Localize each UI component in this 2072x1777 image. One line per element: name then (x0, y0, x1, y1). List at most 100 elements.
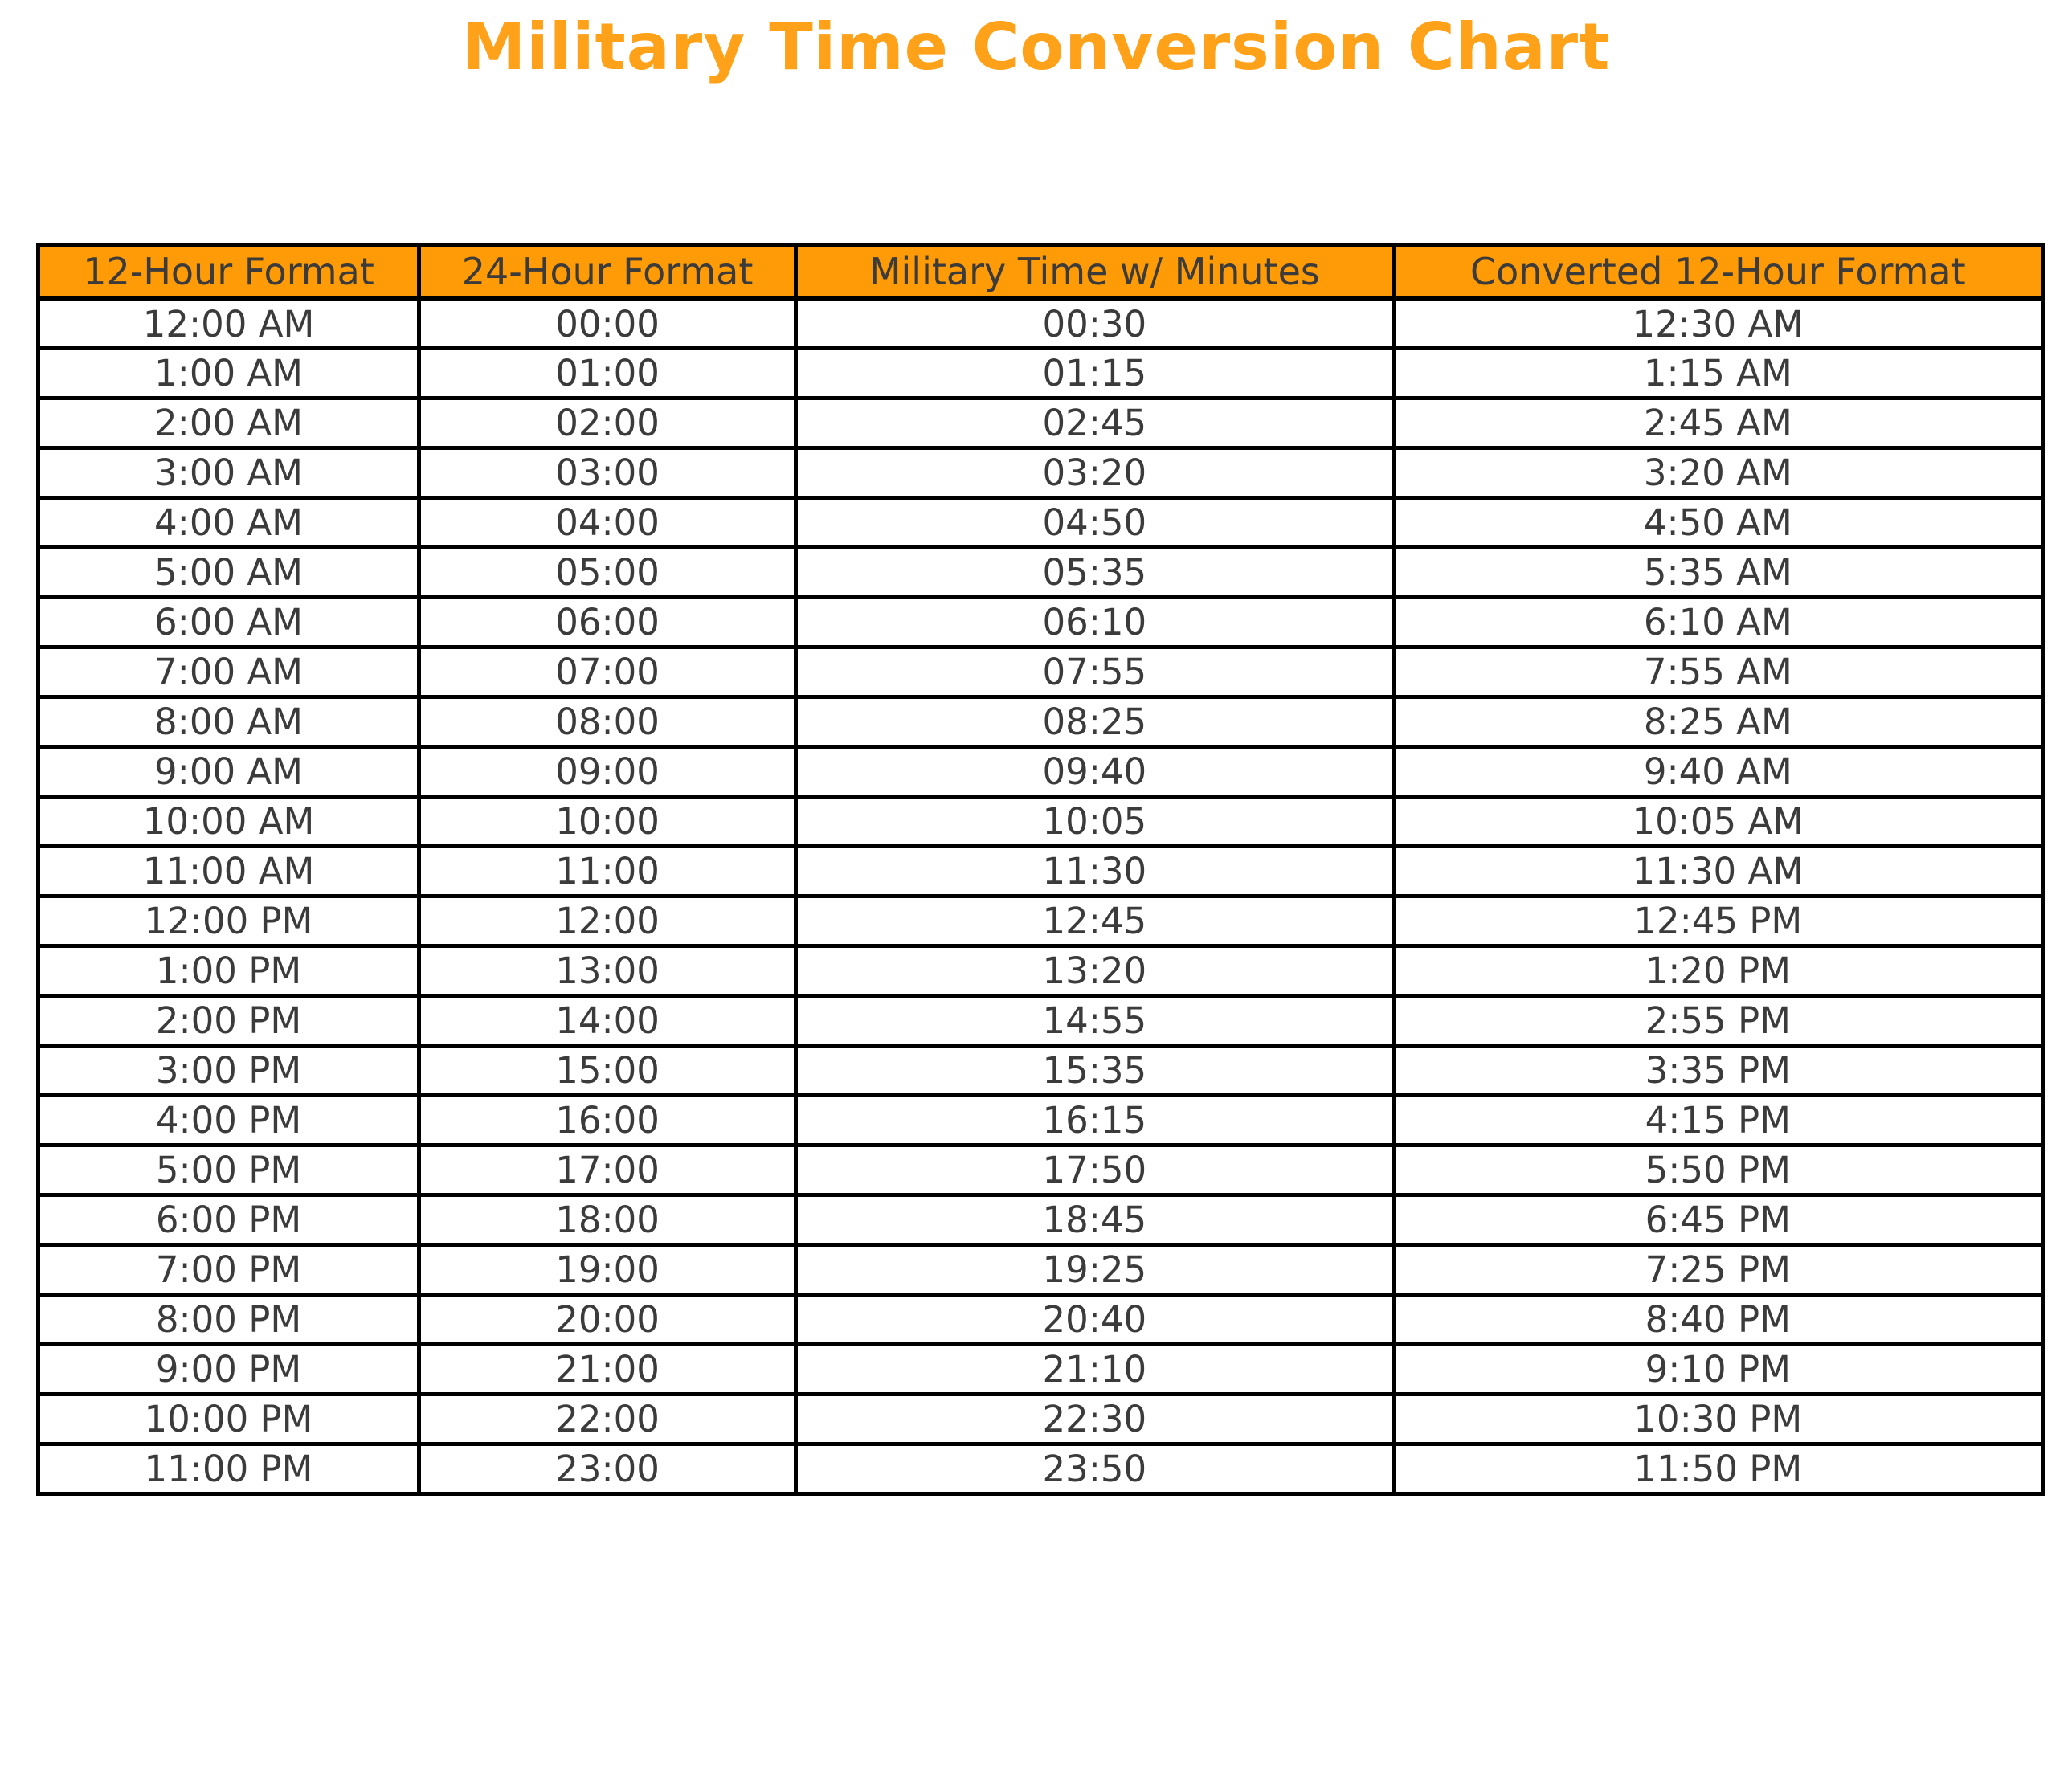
table-cell: 12:45 (794, 894, 1396, 948)
table-cell: 4:00 PM (35, 1093, 422, 1147)
table-cell: 06:10 (794, 595, 1396, 649)
table-row: 11:00 PM 23:00 23:50 11:50 PM (35, 1442, 2045, 1496)
table-cell: 9:10 PM (1391, 1342, 2045, 1396)
table-cell: 12:45 PM (1391, 894, 2045, 948)
table-cell: 3:35 PM (1391, 1044, 2045, 1097)
table-cell: 6:10 AM (1391, 595, 2045, 649)
table-cell: 05:00 (417, 545, 799, 599)
table-cell: 06:00 (417, 595, 799, 649)
table-cell: 7:00 AM (35, 645, 422, 699)
table-cell: 17:50 (794, 1143, 1396, 1197)
table-cell: 6:00 PM (35, 1193, 422, 1247)
table-cell: 13:20 (794, 944, 1396, 998)
table-cell: 6:00 AM (35, 595, 422, 649)
col-header-converted-12-hour-format: Converted 12-Hour Format (1391, 243, 2045, 301)
table-row: 11:00 AM 11:00 11:30 11:30 AM (35, 844, 2045, 898)
table-cell: 10:00 (417, 795, 799, 848)
table-cell: 23:50 (794, 1442, 1396, 1496)
table-cell: 07:00 (417, 645, 799, 699)
table-cell: 16:00 (417, 1093, 799, 1147)
table-cell: 19:25 (794, 1243, 1396, 1297)
table-cell: 11:00 AM (35, 844, 422, 898)
table-cell: 12:30 AM (1391, 296, 2045, 350)
table-cell: 3:20 AM (1391, 446, 2045, 500)
table-cell: 04:00 (417, 496, 799, 549)
page-title: Military Time Conversion Chart (461, 10, 1611, 84)
table-cell: 13:00 (417, 944, 799, 998)
table-cell: 07:55 (794, 645, 1396, 699)
table-row: 10:00 AM 10:00 10:05 10:05 AM (35, 795, 2045, 848)
col-header-military-time-w-minutes: Military Time w/ Minutes (794, 243, 1396, 301)
table-row: 2:00 PM 14:00 14:55 2:55 PM (35, 994, 2045, 1048)
table-cell: 20:40 (794, 1293, 1396, 1346)
table-row: 5:00 AM 05:00 05:35 5:35 AM (35, 545, 2045, 599)
table-cell: 1:15 AM (1391, 346, 2045, 400)
col-header-24-hour-format: 24-Hour Format (417, 243, 799, 301)
header-row: 12-Hour Format 24-Hour Format Military T… (35, 243, 2045, 301)
table-body: 12:00 AM 00:00 00:30 12:30 AM 1:00 AM 01:00 01… (35, 296, 2045, 1496)
table-cell: 18:00 (417, 1193, 799, 1247)
table-row: 6:00 PM 18:00 18:45 6:45 PM (35, 1193, 2045, 1247)
table-cell: 10:00 PM (35, 1392, 422, 1446)
table-cell: 7:55 AM (1391, 645, 2045, 699)
table-cell: 9:00 PM (35, 1342, 422, 1396)
table-cell: 10:30 PM (1391, 1392, 2045, 1446)
table-row: 9:00 PM 21:00 21:10 9:10 PM (35, 1342, 2045, 1396)
table-cell: 08:25 (794, 695, 1396, 749)
table-row: 2:00 AM 02:00 02:45 2:45 AM (35, 396, 2045, 450)
table-row: 8:00 PM 20:00 20:40 8:40 PM (35, 1293, 2045, 1346)
table-cell: 05:35 (794, 545, 1396, 599)
table-cell: 11:00 (417, 844, 799, 898)
table-cell: 1:00 PM (35, 944, 422, 998)
table-cell: 17:00 (417, 1143, 799, 1197)
table-cell: 09:40 (794, 745, 1396, 799)
table-row: 7:00 AM 07:00 07:55 7:55 AM (35, 645, 2045, 699)
table-row: 3:00 AM 03:00 03:20 3:20 AM (35, 446, 2045, 500)
table-cell: 5:35 AM (1391, 545, 2045, 599)
table-cell: 09:00 (417, 745, 799, 799)
table-cell: 3:00 AM (35, 446, 422, 500)
table-cell: 15:00 (417, 1044, 799, 1097)
table-cell: 9:00 AM (35, 745, 422, 799)
table-cell: 23:00 (417, 1442, 799, 1496)
table-cell: 03:00 (417, 446, 799, 500)
table-cell: 3:00 PM (35, 1044, 422, 1097)
table-row: 5:00 PM 17:00 17:50 5:50 PM (35, 1143, 2045, 1197)
table-row: 1:00 AM 01:00 01:15 1:15 AM (35, 346, 2045, 400)
table-cell: 1:20 PM (1391, 944, 2045, 998)
table-cell: 11:50 PM (1391, 1442, 2045, 1496)
table-row: 8:00 AM 08:00 08:25 8:25 AM (35, 695, 2045, 749)
table-cell: 21:00 (417, 1342, 799, 1396)
table-cell: 11:00 PM (35, 1442, 422, 1496)
table-cell: 5:00 AM (35, 545, 422, 599)
table-cell: 22:00 (417, 1392, 799, 1446)
table-row: 10:00 PM 22:00 22:30 10:30 PM (35, 1392, 2045, 1446)
table-cell: 8:25 AM (1391, 695, 2045, 749)
table-cell: 21:10 (794, 1342, 1396, 1396)
table-cell: 14:55 (794, 994, 1396, 1048)
table-cell: 4:50 AM (1391, 496, 2045, 549)
table-cell: 2:45 AM (1391, 396, 2045, 450)
table-cell: 5:00 PM (35, 1143, 422, 1197)
table-cell: 8:00 AM (35, 695, 422, 749)
table-row: 12:00 AM 00:00 00:30 12:30 AM (35, 296, 2045, 350)
table-cell: 10:05 AM (1391, 795, 2045, 848)
table-cell: 16:15 (794, 1093, 1396, 1147)
table-cell: 7:00 PM (35, 1243, 422, 1297)
table-cell: 10:00 AM (35, 795, 422, 848)
table-cell: 4:15 PM (1391, 1093, 2045, 1147)
table-row: 6:00 AM 06:00 06:10 6:10 AM (35, 595, 2045, 649)
table-cell: 19:00 (417, 1243, 799, 1297)
table-cell: 12:00 AM (35, 296, 422, 350)
table-row: 4:00 AM 04:00 04:50 4:50 AM (35, 496, 2045, 549)
table-cell: 2:00 AM (35, 396, 422, 450)
table-row: 12:00 PM 12:00 12:45 12:45 PM (35, 894, 2045, 948)
military-time-conversion-table: 12-Hour Format 24-Hour Format Military T… (35, 243, 2045, 1496)
table-row: 3:00 PM 15:00 15:35 3:35 PM (35, 1044, 2045, 1097)
table-cell: 6:45 PM (1391, 1193, 2045, 1247)
table-cell: 02:45 (794, 396, 1396, 450)
table-cell: 11:30 AM (1391, 844, 2045, 898)
table-header: 12-Hour Format 24-Hour Format Military T… (35, 243, 2045, 301)
table-cell: 12:00 PM (35, 894, 422, 948)
